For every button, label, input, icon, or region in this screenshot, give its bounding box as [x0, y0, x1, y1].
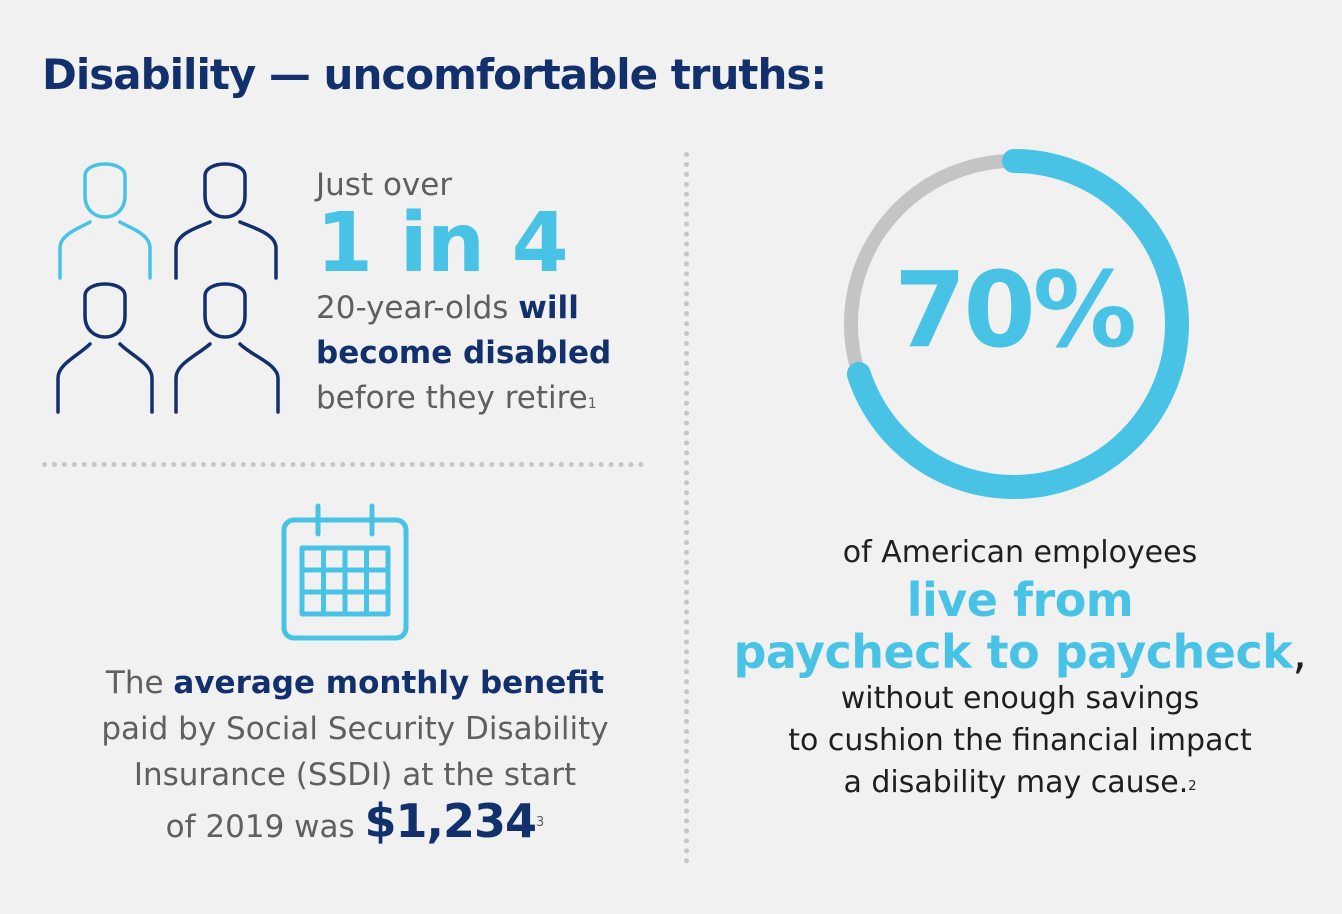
- stat-two-line2: paid by Social Security Disability: [101, 711, 609, 747]
- stat-one-line3: before they retire: [316, 380, 588, 416]
- person-icon: [174, 282, 280, 414]
- percent-ring: [839, 149, 1189, 499]
- stat-three-block: of American employees live from paycheck…: [700, 532, 1340, 804]
- person-icon: [56, 282, 154, 414]
- stat-one-line1-bold: will: [518, 290, 579, 326]
- person-icon: [58, 162, 152, 280]
- stat-three-line4: a disability may cause.: [843, 765, 1189, 800]
- page-title: Disability — uncomfortable truths:: [42, 50, 827, 99]
- stat-three-highlight2: paycheck to paycheck: [733, 625, 1293, 679]
- footnote-marker: 1: [587, 396, 597, 412]
- vertical-divider: [684, 152, 689, 864]
- stat-one-line2-bold: become disabled: [316, 335, 612, 371]
- stat-two-block: The average monthly benefit paid by Soci…: [60, 660, 650, 850]
- stat-two-line1-plain: The: [105, 665, 174, 701]
- footnote-marker: 3: [536, 815, 545, 830]
- person-icon: [174, 162, 278, 280]
- stat-two-line1-bold: average monthly benefit: [173, 665, 605, 701]
- stat-one-line1-plain: 20-year-olds: [316, 290, 519, 326]
- percent-label: 70%: [894, 249, 1137, 371]
- calendar-icon: [281, 503, 409, 641]
- stat-one-headline: 1 in 4: [316, 196, 569, 291]
- stat-two-line3: Insurance (SSDI) at the start: [133, 757, 577, 793]
- stat-three-line1: of American employees: [842, 535, 1198, 570]
- stat-three-line3: to cushion the financial impact: [788, 723, 1252, 758]
- stat-three-highlight1: live from: [906, 573, 1134, 627]
- stat-two-line4-plain: of 2019 was: [165, 809, 365, 845]
- stat-one-lead: Just over: [316, 167, 453, 203]
- ring-progress: [839, 149, 1189, 499]
- stat-three-line2: without enough savings: [840, 681, 1200, 716]
- stat-one-body: 20-year-olds will become disabled before…: [316, 286, 676, 421]
- stat-one-block: Just over 1 in 4 20-year-olds will becom…: [316, 166, 676, 421]
- benefit-amount: $1,234: [364, 794, 538, 848]
- people-group-icon: [56, 162, 280, 414]
- footnote-marker: 2: [1188, 779, 1197, 794]
- horizontal-divider: [42, 462, 644, 467]
- stat-three-comma: ,: [1292, 625, 1307, 679]
